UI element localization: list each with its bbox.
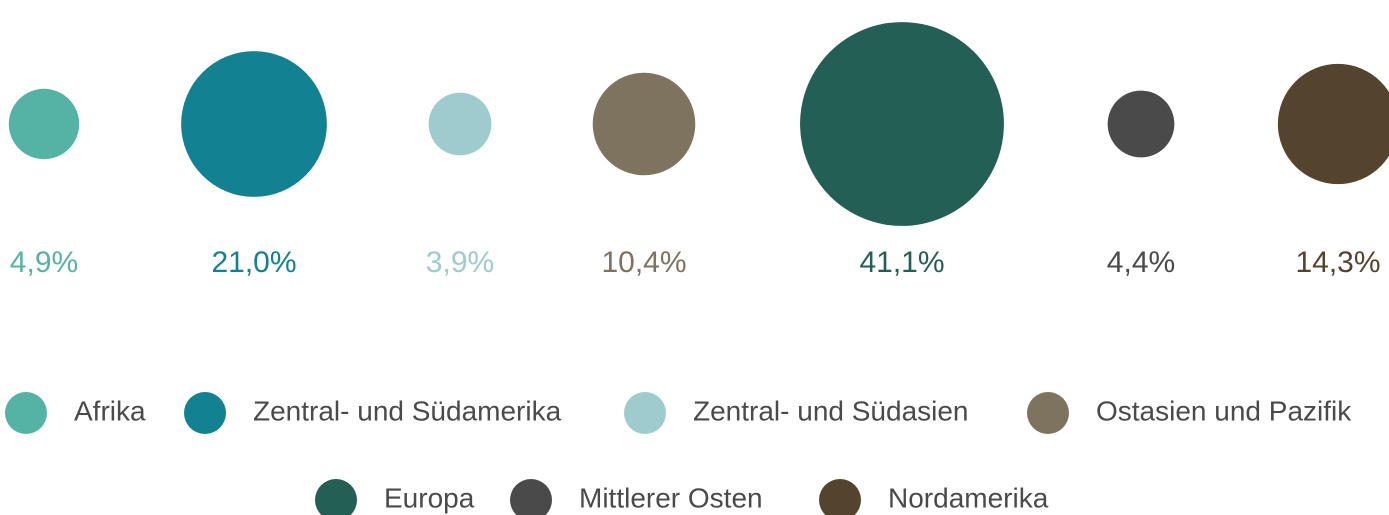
legend-swatch	[1027, 392, 1069, 434]
bubble	[8, 88, 80, 160]
legend-swatch	[624, 392, 666, 434]
bubble	[800, 22, 1004, 226]
legend-label: Nordamerika	[888, 482, 1049, 513]
value-label: 4,9%	[10, 246, 78, 279]
legend-swatch	[5, 392, 47, 434]
legend-swatch	[315, 479, 357, 515]
value-label: 41,1%	[859, 246, 944, 279]
legend-swatch	[510, 479, 552, 515]
legend-label: Zentral- und Südasien	[693, 395, 969, 426]
legend-label: Afrika	[74, 395, 146, 426]
value-label: 3,9%	[426, 246, 494, 279]
value-label: 10,4%	[601, 246, 686, 279]
value-label: 21,0%	[211, 246, 296, 279]
value-label: 4,4%	[1107, 246, 1175, 279]
bubble	[1107, 90, 1175, 158]
legend-label: Europa	[384, 482, 475, 513]
legend-swatch	[184, 392, 226, 434]
bubble	[428, 92, 492, 156]
bubble	[181, 51, 327, 197]
legend-label: Ostasien und Pazifik	[1096, 395, 1352, 426]
legend-label: Zentral- und Südamerika	[253, 395, 562, 426]
legend-label: Mittlerer Osten	[579, 482, 763, 513]
bubble	[592, 72, 696, 176]
value-label: 14,3%	[1295, 246, 1380, 279]
legend-swatch	[819, 479, 861, 515]
bubble	[1277, 63, 1389, 185]
